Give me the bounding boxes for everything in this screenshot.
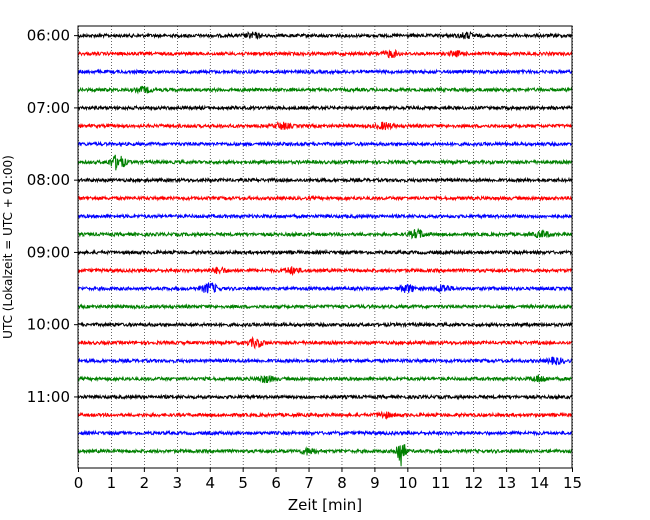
trace-0630 [77, 68, 573, 76]
x-tick-label-3: 3 [173, 474, 183, 492]
plot-frame [77, 25, 573, 469]
trace-1130 [77, 429, 573, 437]
y-axis-label: UTC (Lokalzeit = UTC + 01:00) [1, 155, 15, 339]
x-tick-label-5: 5 [238, 474, 248, 492]
y-tick-label-0700: 07:00 [27, 99, 70, 117]
trace-0700 [77, 104, 573, 112]
trace-0730 [77, 140, 573, 148]
y-axis-ticks: 06:00 07:00 08:00 09:00 10:00 11:00 [27, 27, 78, 406]
y-tick-label-1000: 10:00 [27, 316, 70, 334]
trace-1145 [77, 444, 573, 467]
trace-0600 [77, 30, 572, 40]
trace-0745 [77, 154, 573, 171]
trace-1030 [77, 356, 573, 366]
trace-0645 [77, 85, 573, 95]
x-tick-label-4: 4 [205, 474, 215, 492]
trace-0845 [77, 227, 573, 240]
x-tick-label-8: 8 [337, 474, 347, 492]
x-tick-label-2: 2 [140, 474, 150, 492]
trace-0830 [77, 212, 573, 220]
trace-0715 [77, 121, 573, 131]
x-tick-label-7: 7 [304, 474, 314, 492]
y-tick-label-0900: 09:00 [27, 243, 70, 261]
trace-0815 [77, 194, 573, 202]
trace-0915 [77, 266, 573, 277]
x-tick-label-11: 11 [431, 474, 450, 492]
trace-0615 [77, 48, 573, 59]
trace-1015 [77, 335, 573, 350]
trace-0930 [77, 282, 573, 294]
x-tick-label-1: 1 [107, 474, 117, 492]
trace-1000 [77, 321, 573, 329]
trace-0800 [77, 176, 573, 184]
x-axis-ticks: 0 1 2 3 4 5 6 7 8 9 10 11 12 13 14 15 [74, 468, 582, 492]
x-tick-label-6: 6 [271, 474, 281, 492]
x-tick-label-15: 15 [563, 474, 582, 492]
x-tick-label-13: 13 [497, 474, 516, 492]
x-tick-label-14: 14 [530, 474, 549, 492]
trace-0945 [77, 303, 572, 311]
y-tick-label-0800: 08:00 [27, 171, 70, 189]
x-tick-label-0: 0 [74, 474, 84, 492]
trace-0900 [77, 248, 573, 256]
trace-1115 [77, 410, 573, 420]
x-tick-label-12: 12 [464, 474, 483, 492]
trace-1100 [77, 393, 573, 401]
x-tick-label-9: 9 [370, 474, 380, 492]
x-axis-label: Zeit [min] [288, 496, 362, 514]
y-tick-label-1100: 11:00 [27, 388, 70, 406]
seismogram-traces [77, 30, 573, 467]
trace-1045 [77, 374, 572, 384]
y-tick-label-0600: 06:00 [27, 27, 70, 45]
x-tick-label-10: 10 [398, 474, 417, 492]
